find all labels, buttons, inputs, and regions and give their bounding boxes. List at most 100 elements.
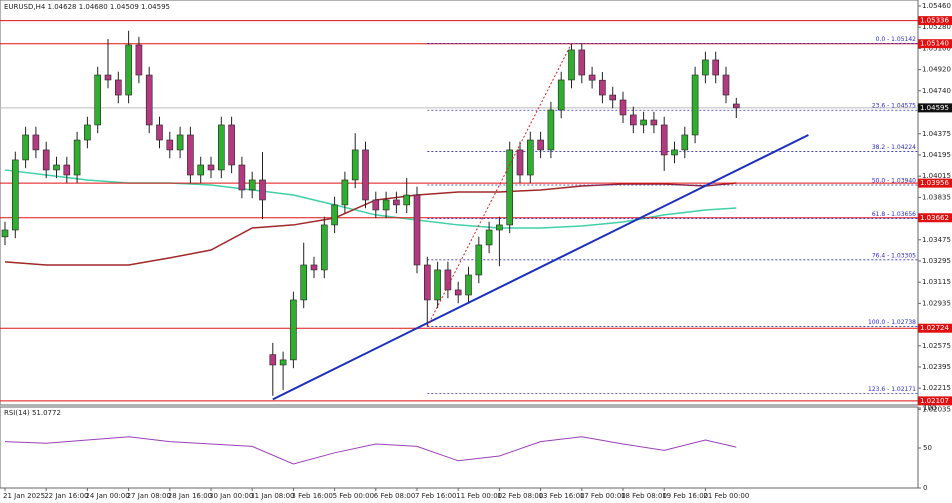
x-tick-label: 30 Jan 00:00 bbox=[209, 492, 253, 500]
candle-body bbox=[732, 103, 740, 109]
candle-body bbox=[568, 49, 575, 81]
candle-body bbox=[516, 149, 524, 176]
x-tick-label: 12 Feb 08:00 bbox=[497, 492, 543, 500]
level-label: 1.05336 bbox=[920, 17, 949, 25]
level-box bbox=[918, 178, 952, 188]
candle-body bbox=[53, 164, 60, 171]
y-tick-label: 1.04740 bbox=[922, 87, 951, 95]
candle-body bbox=[557, 79, 565, 111]
candle-body bbox=[619, 99, 627, 116]
x-tick-label: 19 Feb 16:00 bbox=[662, 492, 708, 500]
candle-body bbox=[145, 74, 153, 126]
moving-average bbox=[4, 169, 737, 229]
y-tick-label: 1.05460 bbox=[922, 2, 951, 10]
x-tick-label: 24 Jan 00:00 bbox=[85, 492, 129, 500]
candle-body bbox=[485, 229, 493, 246]
candle-body bbox=[1, 229, 9, 238]
y-tick-label: 1.03115 bbox=[922, 278, 951, 286]
x-tick-label: 6 Feb 08:00 bbox=[374, 492, 415, 500]
fib-label: 38.2 - 1.04224 bbox=[872, 144, 916, 151]
y-tick-label: 1.02035 bbox=[922, 405, 951, 413]
fib-label: 61.8 - 1.03656 bbox=[872, 211, 916, 218]
x-tick-label: 5 Feb 00:00 bbox=[333, 492, 374, 500]
candle-body bbox=[629, 114, 637, 126]
y-tick-label: 1.05100 bbox=[922, 44, 951, 52]
candle-body bbox=[176, 134, 184, 151]
candle-body bbox=[372, 199, 380, 211]
candle-body bbox=[115, 79, 122, 96]
trend-line bbox=[426, 43, 572, 327]
candle-body bbox=[238, 164, 246, 191]
candle-body bbox=[393, 199, 400, 206]
candle-body bbox=[454, 289, 462, 296]
x-tick-label: 21 Jan 2025 bbox=[3, 492, 45, 500]
candle-body bbox=[42, 149, 50, 171]
y-tick-label: 1.03835 bbox=[922, 193, 951, 201]
candle-body bbox=[12, 159, 19, 231]
candle-body bbox=[94, 74, 101, 126]
candle-body bbox=[526, 139, 534, 176]
candle-body bbox=[228, 124, 235, 166]
candle-body bbox=[465, 274, 472, 296]
level-label: 1.02107 bbox=[920, 397, 949, 405]
candle-body bbox=[104, 74, 112, 81]
fib-label: 100.0 - 1.02738 bbox=[868, 319, 916, 326]
candle-body bbox=[156, 124, 163, 141]
x-tick-label: 22 Jan 16:00 bbox=[44, 492, 88, 500]
x-tick-label: 18 Feb 08:00 bbox=[621, 492, 667, 500]
candle-body bbox=[496, 224, 503, 231]
candle-body bbox=[84, 124, 91, 141]
rsi-title: RSI(14) 51.0772 bbox=[4, 409, 61, 417]
y-tick-label: 1.02215 bbox=[922, 384, 951, 392]
y-tick-label: 1.05280 bbox=[922, 23, 951, 31]
x-tick-label: 27 Jan 08:00 bbox=[127, 492, 171, 500]
candle-body bbox=[207, 164, 215, 171]
candle-body bbox=[547, 109, 555, 151]
candle-body bbox=[197, 164, 204, 176]
candle-body bbox=[290, 299, 297, 361]
y-tick-label: 1.04195 bbox=[922, 151, 951, 159]
candle-body bbox=[382, 199, 390, 211]
y-tick-label: 1.02575 bbox=[922, 342, 951, 350]
y-tick-label: 1.03475 bbox=[922, 236, 951, 244]
level-box bbox=[918, 396, 952, 406]
candle-body bbox=[187, 134, 194, 176]
candle-body bbox=[248, 179, 256, 191]
y-tick-label: 1.04015 bbox=[922, 172, 951, 180]
candle-body bbox=[269, 354, 277, 366]
main-frame bbox=[0, 0, 919, 406]
candle-body bbox=[300, 264, 308, 301]
candle-body bbox=[22, 134, 29, 161]
fib-label: 76.4 - 1.03305 bbox=[872, 252, 916, 259]
candle-body bbox=[413, 194, 421, 266]
candle-body bbox=[403, 194, 411, 206]
candle-body bbox=[259, 179, 266, 201]
candle-body bbox=[640, 119, 647, 126]
fib-label: 23.6 - 1.04575 bbox=[872, 103, 916, 110]
candle-body bbox=[218, 124, 225, 171]
fib-label: 50.0 - 1.03940 bbox=[872, 178, 916, 185]
candle-body bbox=[506, 149, 514, 226]
candle-body bbox=[681, 134, 689, 151]
trend-line bbox=[272, 134, 809, 401]
rsi-line bbox=[4, 436, 737, 465]
rsi-tick-label: 0 bbox=[923, 484, 927, 492]
x-tick-label: 17 Feb 00:00 bbox=[580, 492, 626, 500]
candle-body bbox=[578, 49, 586, 76]
candle-body bbox=[63, 164, 71, 176]
candle-body bbox=[691, 74, 699, 136]
candle-body bbox=[166, 139, 174, 151]
level-box bbox=[918, 213, 952, 223]
level-box bbox=[918, 323, 952, 333]
candle-body bbox=[712, 59, 720, 76]
level-label: 1.05140 bbox=[920, 40, 949, 48]
candle-body bbox=[310, 264, 318, 271]
x-tick-label: 28 Jan 16:00 bbox=[168, 492, 212, 500]
candle-body bbox=[434, 269, 441, 301]
candle-body bbox=[537, 139, 544, 151]
candle-body bbox=[362, 149, 369, 201]
current-price-label: 1.04595 bbox=[920, 104, 949, 112]
candle-body bbox=[341, 179, 349, 206]
fib-label: 0.0 - 1.05142 bbox=[876, 36, 917, 43]
